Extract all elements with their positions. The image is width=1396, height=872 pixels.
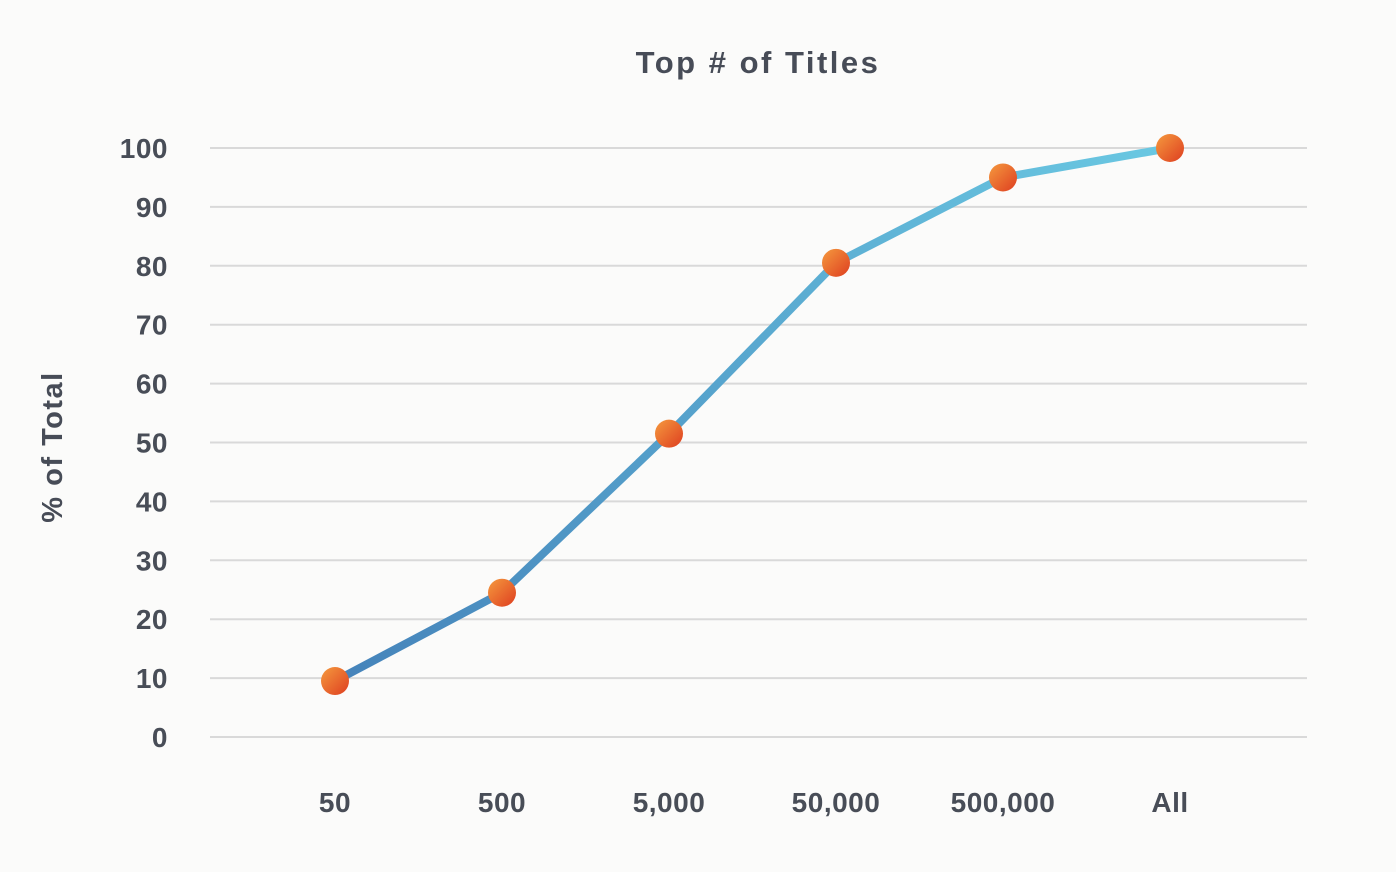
x-tick-label: 500 [478,787,526,818]
data-point [1156,134,1184,162]
x-tick-label: 500,000 [951,787,1056,818]
x-tick-label: 50,000 [792,787,881,818]
data-point [655,419,683,448]
y-tick-label: 10 [136,663,168,694]
x-axis-tick-labels: 50 500 5,000 50,000 500,000 All [319,787,1188,818]
data-point [989,163,1017,192]
y-tick-label: 60 [136,369,168,400]
x-tick-label: 5,000 [633,787,706,818]
y-axis-tick-labels: 0 10 20 30 40 50 60 70 80 90 100 [120,133,168,753]
gridlines [210,147,1307,738]
y-axis-label: % of Total [37,371,69,522]
series-line [331,144,1174,686]
data-point [822,248,850,277]
y-tick-label: 0 [152,722,168,753]
data-point [488,578,516,607]
y-tick-label: 100 [120,133,168,164]
data-point [321,667,349,696]
y-tick-label: 30 [136,545,168,576]
data-points [321,134,1184,696]
y-tick-label: 40 [136,486,168,517]
y-tick-label: 80 [136,251,168,282]
x-tick-label: 50 [319,787,351,818]
chart-title: Top # of Titles [636,45,881,80]
y-tick-label: 50 [136,428,168,459]
y-tick-label: 70 [136,310,168,341]
y-tick-label: 90 [136,192,168,223]
x-tick-label: All [1151,787,1188,818]
y-tick-label: 20 [136,604,168,635]
